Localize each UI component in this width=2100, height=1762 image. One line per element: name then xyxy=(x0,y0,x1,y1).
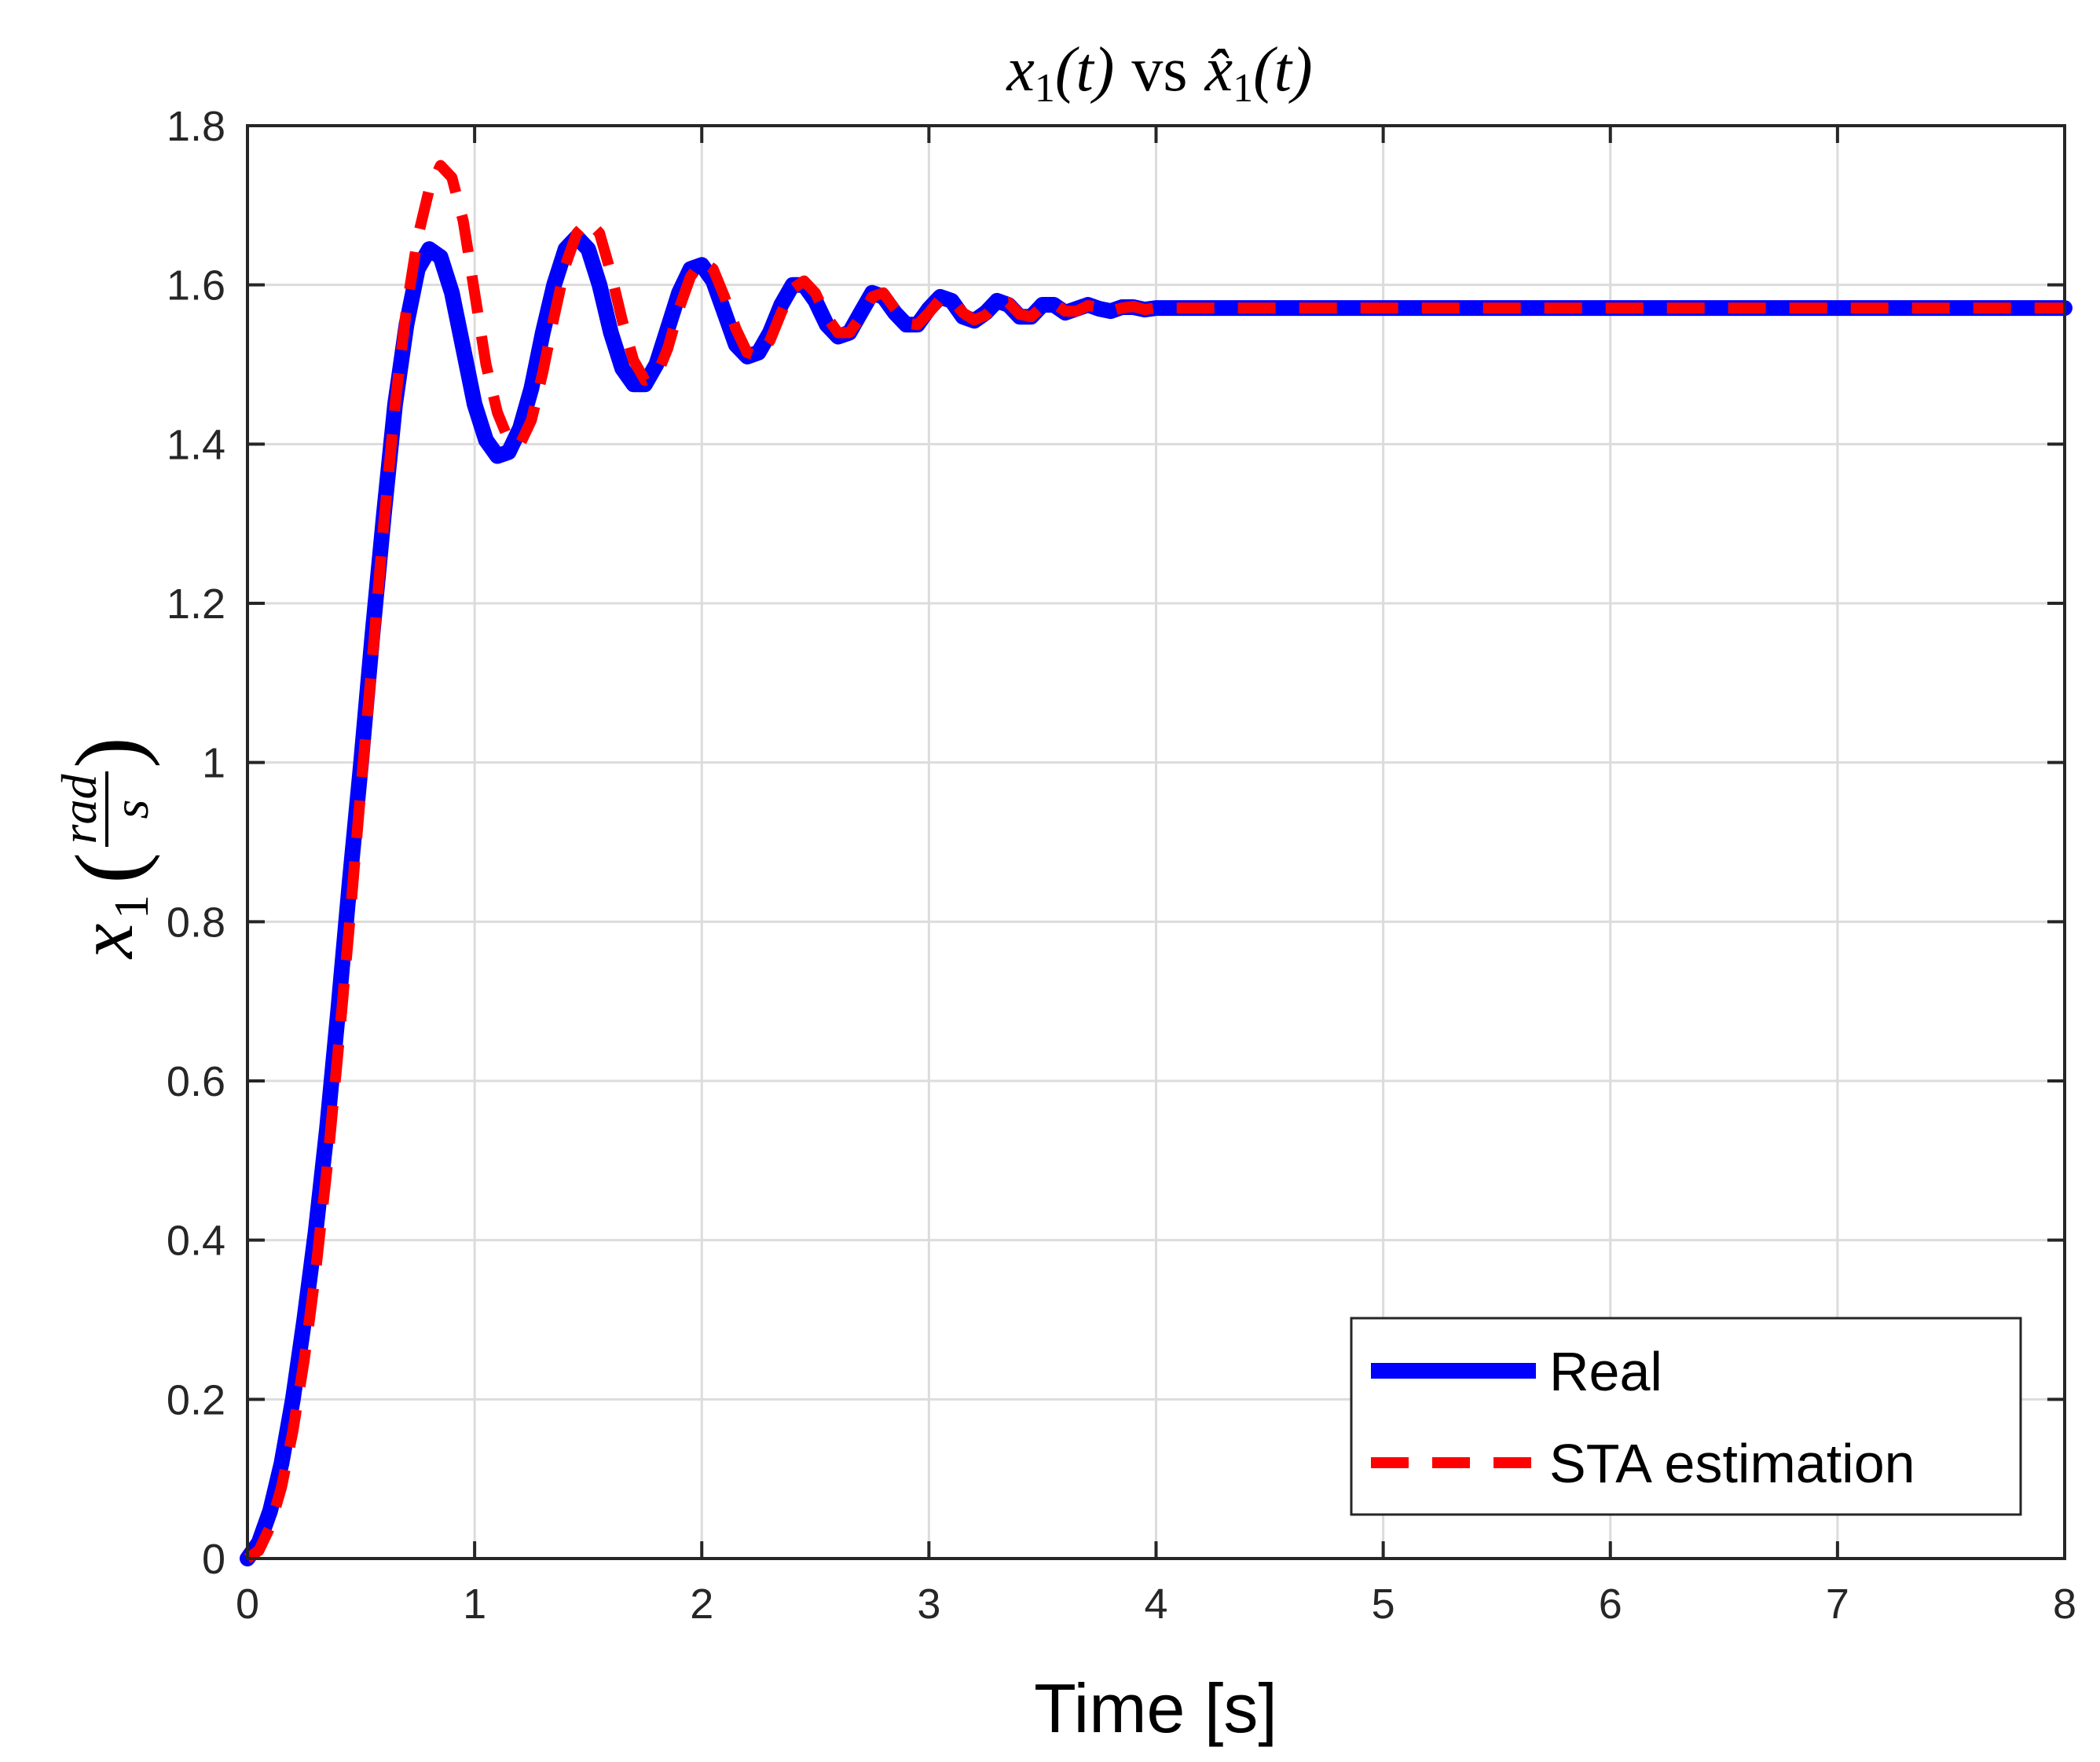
y-axis-label-denominator: s xyxy=(103,800,159,819)
x-tick-label: 1 xyxy=(463,1581,486,1628)
y-axis-label-var: x xyxy=(62,924,149,960)
legend-estimation-label: STA estimation xyxy=(1549,1433,1915,1494)
chart-title: x1(t) vs x̂1(t) xyxy=(1006,35,1312,111)
x-tick-label: 8 xyxy=(2053,1581,2076,1628)
x-tick-label: 6 xyxy=(1599,1581,1622,1628)
x-tick-label: 0 xyxy=(236,1581,259,1628)
legend-real-label: Real xyxy=(1549,1341,1662,1402)
legend: Real STA estimation xyxy=(1350,1317,2022,1516)
data-series xyxy=(240,159,2073,1566)
y-tick-label: 1.6 xyxy=(167,262,225,310)
axes-box xyxy=(246,124,2066,1560)
x-tick-label: 3 xyxy=(917,1581,940,1628)
y-axis-label: x 1 ( rad s ) xyxy=(51,737,160,960)
x-tick-labels: 0 1 2 3 4 5 6 7 8 xyxy=(236,1581,2076,1628)
y-tick-label: 0.6 xyxy=(167,1058,225,1105)
y-tick-label: 1.8 xyxy=(167,103,225,150)
y-axis-label-open-paren: ( xyxy=(56,852,160,884)
y-tick-label: 0.2 xyxy=(167,1376,225,1423)
y-tick-label: 0.8 xyxy=(167,899,225,946)
x-tick-label: 2 xyxy=(690,1581,713,1628)
y-axis-label-close-paren: ) xyxy=(56,737,160,768)
x-tick-label: 4 xyxy=(1144,1581,1167,1628)
x-tick-label: 5 xyxy=(1372,1581,1395,1628)
y-tick-label: 0 xyxy=(202,1536,225,1583)
y-tick-labels: 0 0.2 0.4 0.6 0.8 1 1.2 1.4 1.6 1.8 xyxy=(167,103,225,1583)
y-tick-label: 1.2 xyxy=(167,581,225,628)
y-tick-label: 1.4 xyxy=(167,421,225,468)
legend-box xyxy=(1350,1317,2022,1516)
y-tick-label: 1 xyxy=(202,740,225,787)
x-tick-label: 7 xyxy=(1826,1581,1849,1628)
y-tick-label: 0.4 xyxy=(167,1218,225,1265)
x-axis-label: Time [s] xyxy=(1034,1669,1277,1747)
y-axis-label-sub: 1 xyxy=(105,895,159,919)
y-axis-label-numerator: rad xyxy=(51,774,107,844)
